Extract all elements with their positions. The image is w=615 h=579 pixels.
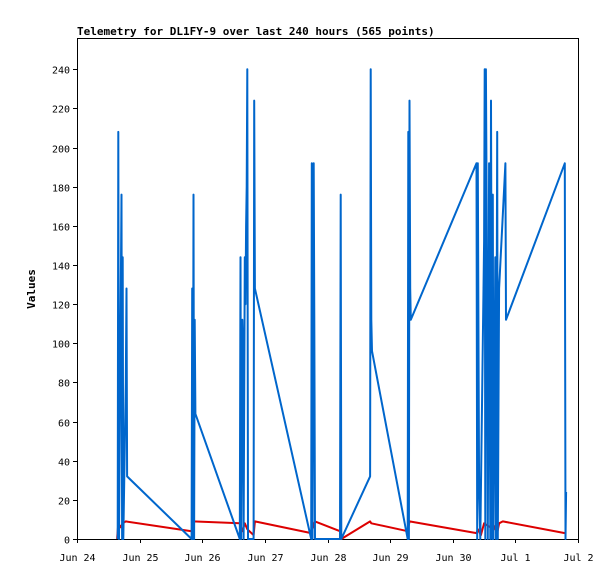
y-tick-label: 140 <box>52 262 70 273</box>
plot-area <box>77 38 579 540</box>
x-tick-label: Jun 26 <box>184 553 220 564</box>
y-tick-label: 180 <box>52 184 70 195</box>
x-tick-label: Jul 2 <box>563 553 593 564</box>
x-tick-label: Jun 28 <box>310 553 346 564</box>
y-tick-label: 200 <box>52 145 70 156</box>
y-tick-label: 220 <box>52 105 70 116</box>
y-axis: 0 20 40 60 80 100 120 140 160 180 200 220 240 <box>52 66 77 547</box>
y-tick-label: 100 <box>52 340 70 351</box>
x-axis: Jun 24 Jun 25 Jun 26 Jun 27 Jun 28 Jun 29 Jun … <box>59 539 594 564</box>
x-tick-label: Jun 30 <box>435 553 471 564</box>
y-tick-label: 240 <box>52 66 70 77</box>
x-tick-label: Jun 27 <box>247 553 283 564</box>
y-tick-label: 20 <box>58 497 70 508</box>
y-tick-label: 0 <box>64 536 70 547</box>
y-axis-label: Values <box>25 269 38 309</box>
x-tick-label: Jun 24 <box>59 553 95 564</box>
series-layer <box>116 68 568 540</box>
x-tick-label: Jun 25 <box>122 553 158 564</box>
chart-title: Telemetry for DL1FY-9 over last 240 hour… <box>77 25 435 38</box>
series-line <box>116 68 568 540</box>
y-tick-label: 160 <box>52 223 70 234</box>
x-tick-label: Jul 1 <box>500 553 530 564</box>
x-tick-label: Jun 29 <box>372 553 408 564</box>
y-tick-label: 60 <box>58 419 70 430</box>
y-tick-label: 80 <box>58 379 70 390</box>
y-tick-label: 120 <box>52 301 70 312</box>
y-tick-label: 40 <box>58 458 70 469</box>
